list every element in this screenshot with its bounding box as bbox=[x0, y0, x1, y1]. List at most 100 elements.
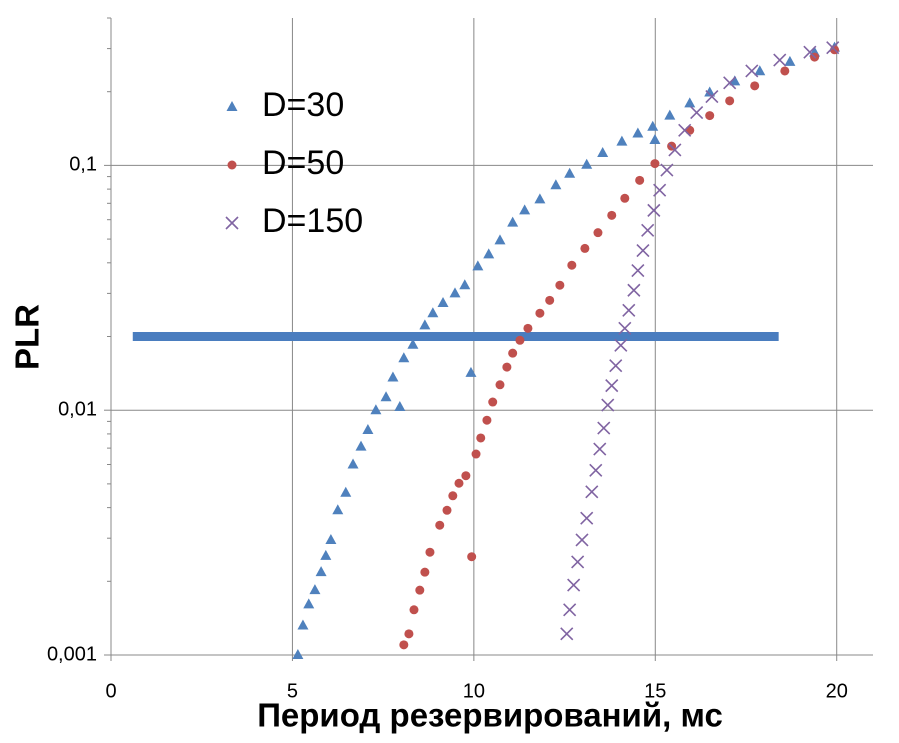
circle-point bbox=[523, 323, 533, 333]
circle-point bbox=[454, 478, 464, 488]
triangle-point bbox=[616, 135, 628, 146]
circle-point bbox=[488, 397, 498, 407]
triangle-point bbox=[309, 584, 321, 595]
triangle-point bbox=[472, 260, 484, 271]
x-point bbox=[601, 398, 615, 412]
triangle-point bbox=[564, 167, 576, 178]
x-point bbox=[614, 338, 628, 352]
x-point bbox=[225, 216, 239, 230]
x-point bbox=[705, 90, 719, 104]
triangle-point bbox=[784, 55, 796, 66]
y-tick-label: 0,1 bbox=[69, 154, 97, 176]
x-axis-title: Период резервирований, мс bbox=[257, 697, 723, 734]
triangle-point bbox=[320, 549, 332, 560]
circle-point bbox=[508, 348, 518, 358]
triangle-point bbox=[303, 598, 315, 609]
x-tick-label: 10 bbox=[463, 680, 485, 702]
triangle-point bbox=[684, 97, 696, 108]
circle-point bbox=[448, 491, 458, 501]
triangle-point bbox=[297, 619, 309, 630]
x-point bbox=[723, 76, 737, 90]
y-tick-label: 0,001 bbox=[47, 643, 97, 665]
x-point bbox=[563, 603, 577, 617]
x-point bbox=[636, 243, 650, 258]
circle-point bbox=[415, 585, 425, 595]
triangle-point bbox=[459, 279, 471, 290]
triangle-point bbox=[292, 649, 304, 659]
triangle-point bbox=[315, 566, 327, 577]
triangle-point bbox=[465, 366, 477, 377]
triangle-point bbox=[226, 101, 238, 111]
x-tick-label: 15 bbox=[644, 680, 666, 702]
x-point bbox=[678, 123, 692, 137]
triangle-point bbox=[394, 401, 406, 412]
x-tick-label: 20 bbox=[826, 680, 848, 702]
x-point bbox=[773, 53, 787, 67]
triangle-point bbox=[370, 404, 382, 415]
triangle-point bbox=[729, 75, 741, 86]
circle-point bbox=[227, 160, 237, 170]
circle-point bbox=[685, 125, 695, 135]
circle-point bbox=[442, 505, 452, 515]
triangle-point bbox=[387, 371, 399, 382]
x-point bbox=[803, 45, 817, 59]
triangle-point bbox=[754, 65, 766, 76]
circle-point bbox=[435, 520, 445, 530]
circle-point bbox=[495, 380, 505, 390]
circle-point bbox=[545, 295, 555, 305]
triangle-point bbox=[550, 179, 562, 190]
x-point bbox=[589, 463, 603, 477]
circle-point bbox=[705, 111, 715, 121]
triangle-point bbox=[704, 86, 716, 97]
triangle-point bbox=[407, 338, 419, 349]
x-point bbox=[690, 106, 704, 120]
circle-point bbox=[482, 415, 492, 425]
x-point bbox=[618, 321, 632, 335]
triangle-point bbox=[419, 319, 431, 330]
x-point bbox=[631, 263, 645, 278]
circle-point bbox=[409, 605, 419, 615]
x-point bbox=[575, 533, 589, 547]
x-point bbox=[567, 578, 581, 592]
x-point bbox=[605, 379, 619, 393]
triangle-point bbox=[519, 204, 531, 215]
triangle-point bbox=[332, 504, 344, 515]
x-point bbox=[571, 555, 585, 569]
triangle-point bbox=[437, 297, 449, 308]
triangle-point bbox=[347, 458, 359, 469]
triangle-point bbox=[325, 533, 337, 544]
circle-point bbox=[567, 260, 577, 270]
circle-point bbox=[650, 159, 660, 169]
triangle-point bbox=[380, 391, 392, 402]
x-point bbox=[593, 442, 607, 456]
legend-label: D=30 bbox=[262, 86, 344, 124]
x-point bbox=[826, 41, 840, 55]
circle-point bbox=[580, 243, 590, 253]
x-point bbox=[745, 64, 759, 78]
triangle-point bbox=[664, 109, 676, 120]
triangle-point bbox=[355, 440, 367, 451]
x-point bbox=[668, 143, 682, 157]
triangle-point bbox=[632, 127, 644, 138]
y-tick-label: 0,01 bbox=[58, 398, 97, 420]
triangle-point bbox=[507, 216, 519, 227]
x-tick-label: 5 bbox=[287, 680, 298, 702]
x-point bbox=[641, 223, 655, 237]
x-point bbox=[560, 627, 574, 641]
x-point bbox=[647, 203, 661, 217]
circle-point bbox=[476, 433, 486, 443]
triangle-point bbox=[649, 133, 661, 144]
circle-point bbox=[399, 640, 409, 650]
circle-point bbox=[535, 308, 545, 318]
circle-point bbox=[607, 210, 617, 220]
circle-point bbox=[420, 567, 430, 577]
circle-point bbox=[467, 552, 477, 562]
circle-point bbox=[425, 547, 435, 557]
y-axis-title: PLR bbox=[9, 304, 46, 370]
circle-point bbox=[780, 66, 790, 76]
triangle-point bbox=[398, 352, 410, 363]
triangle-point bbox=[449, 287, 461, 298]
x-point bbox=[609, 359, 623, 373]
triangle-point bbox=[581, 158, 593, 169]
